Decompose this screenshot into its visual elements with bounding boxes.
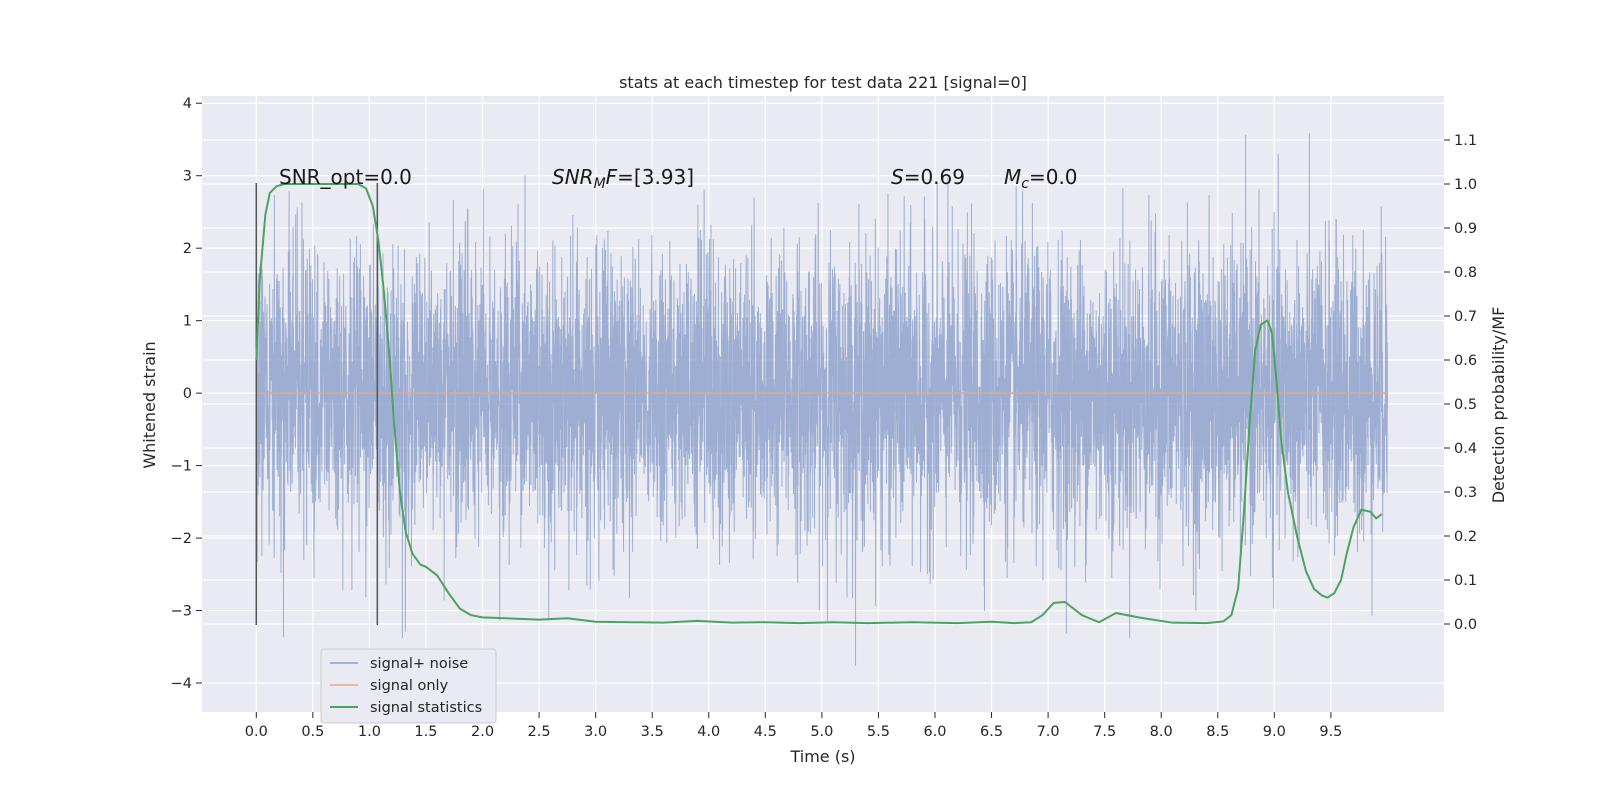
y-tick-label-3: −1 [171, 459, 192, 475]
x-tick-label-15: 7.5 [1093, 724, 1116, 740]
statistics-series [255, 183, 1383, 625]
x-tick-label-7: 3.5 [641, 724, 664, 740]
legend-label-signal: signal only [370, 678, 449, 694]
y-tick-label-4: 0 [183, 386, 192, 402]
y2-tick-label-8: 0.8 [1454, 265, 1477, 281]
y2-axis-label: Detection probability/MF [1489, 307, 1508, 504]
x-tick-label-12: 6.0 [923, 724, 946, 740]
x-tick-label-19: 9.5 [1319, 724, 1342, 740]
vertical-markers [255, 182, 379, 626]
y2-ticks: 0.0 0.1 0.2 0.3 0.4 0.5 0.6 0.7 0.8 0.9 1.0 1.1 [1444, 133, 1477, 633]
y-ticks: −4 −3 −2 −1 0 1 2 3 4 [171, 96, 202, 692]
y2-tick-label-9: 0.9 [1454, 221, 1477, 237]
y2-tick-label-1: 0.1 [1454, 573, 1477, 589]
y2-tick-label-3: 0.3 [1454, 485, 1477, 501]
chart-title: stats at each timestep for test data 221… [619, 73, 1027, 92]
annotations: SNR_opt=0.0 SNRMF=[3.93] S=0.69 Mc=0.0 [279, 165, 1078, 192]
y-tick-label-5: 1 [183, 314, 192, 330]
x-tick-label-8: 4.0 [697, 724, 720, 740]
legend-label-noise: signal+ noise [370, 656, 468, 672]
x-tick-label-5: 2.5 [528, 724, 551, 740]
x-tick-label-3: 1.5 [414, 724, 437, 740]
y-tick-label-7: 3 [183, 169, 192, 185]
y-tick-label-6: 2 [183, 241, 192, 257]
x-tick-label-9: 4.5 [754, 724, 777, 740]
legend-box [320, 648, 497, 724]
y-axis-label: Whitened strain [140, 341, 159, 468]
x-tick-label-6: 3.0 [584, 724, 607, 740]
noise-path [255, 133, 1388, 666]
y2-tick-label-11: 1.1 [1454, 133, 1477, 149]
y2-tick-label-4: 0.4 [1454, 441, 1477, 457]
y-tick-label-1: −3 [171, 604, 192, 620]
y-tick-label-8: 4 [183, 96, 192, 112]
stats-line [255, 183, 1383, 625]
annotation-snr-mf: SNRMF=[3.93] [552, 165, 694, 192]
annotation-snr-opt: SNR_opt=0.0 [279, 165, 412, 189]
x-tick-label-10: 5.0 [810, 724, 833, 740]
y2-tick-label-0: 0.0 [1454, 617, 1477, 633]
x-tick-label-2: 1.0 [358, 724, 381, 740]
y2-tick-label-6: 0.6 [1454, 353, 1477, 369]
x-axis-label: Time (s) [789, 747, 855, 766]
x-tick-label-13: 6.5 [980, 724, 1003, 740]
x-tick-label-11: 5.5 [867, 724, 890, 740]
x-tick-label-4: 2.0 [471, 724, 494, 740]
legend-label-stats: signal statistics [370, 700, 482, 716]
annotation-s: S=0.69 [891, 165, 965, 189]
x-tick-label-14: 7.0 [1037, 724, 1060, 740]
y2-tick-label-10: 1.0 [1454, 177, 1477, 193]
x-tick-label-16: 8.0 [1150, 724, 1173, 740]
y2-tick-label-7: 0.7 [1454, 309, 1477, 325]
x-tick-label-0: 0.0 [245, 724, 268, 740]
annotation-mc: Mc=0.0 [1004, 165, 1078, 192]
x-tick-label-1: 0.5 [301, 724, 324, 740]
x-tick-label-18: 9.0 [1263, 724, 1286, 740]
y-tick-label-0: −4 [171, 676, 192, 692]
x-ticks: 0.0 0.5 1.0 1.5 2.0 2.5 3.0 3.5 4.0 4.5 5.0 5.5 6.0 6… [245, 712, 1342, 740]
y2-tick-label-5: 0.5 [1454, 397, 1477, 413]
legend: signal+ noise signal only signal statist… [320, 648, 497, 724]
y-tick-label-2: −2 [171, 531, 192, 547]
noise-series [255, 133, 1388, 666]
y2-tick-label-2: 0.2 [1454, 529, 1477, 545]
x-tick-label-17: 8.5 [1206, 724, 1229, 740]
